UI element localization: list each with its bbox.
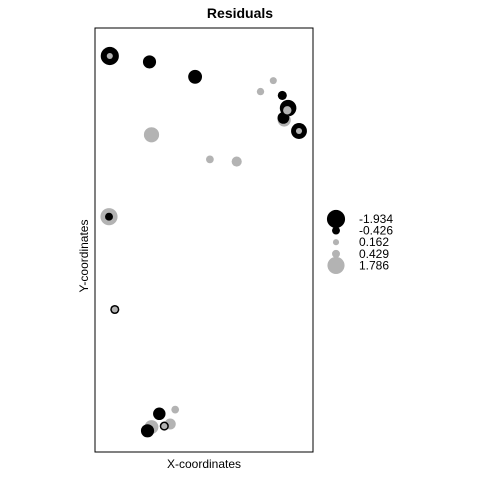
x-axis-label: X-coordinates (167, 457, 241, 471)
residual-point (188, 69, 203, 84)
legend-label: -1.934 (359, 212, 393, 226)
residual-point (142, 55, 157, 69)
residual-point (106, 52, 113, 60)
legend-symbol (332, 249, 340, 258)
legend-label: 0.429 (359, 247, 389, 261)
legend-symbol (326, 209, 346, 229)
legend-label: -0.426 (359, 224, 393, 238)
residual-point (171, 405, 180, 414)
points-layer (100, 46, 307, 438)
residual-point (206, 155, 214, 164)
residual-point (140, 424, 155, 438)
residual-point (256, 87, 265, 96)
y-axis-label: Y-coordinates (77, 220, 91, 293)
chart-title: Residuals (207, 5, 273, 21)
residual-point (111, 306, 118, 313)
residual-point (295, 127, 303, 135)
legend-symbol (332, 226, 340, 235)
residual-point (277, 112, 290, 124)
residual-point (143, 127, 160, 143)
residual-point (105, 212, 113, 221)
legend-symbol (327, 256, 345, 274)
legend-label: 1.786 (359, 258, 389, 272)
legend-symbol (332, 239, 340, 246)
legend-label: 0.162 (359, 235, 389, 249)
residual-point (283, 106, 292, 115)
residual-point (277, 90, 287, 100)
residual-point (269, 77, 277, 85)
residual-point (161, 423, 168, 430)
residual-point (153, 407, 166, 421)
residual-point (231, 156, 242, 167)
plot-area-frame (94, 27, 314, 453)
